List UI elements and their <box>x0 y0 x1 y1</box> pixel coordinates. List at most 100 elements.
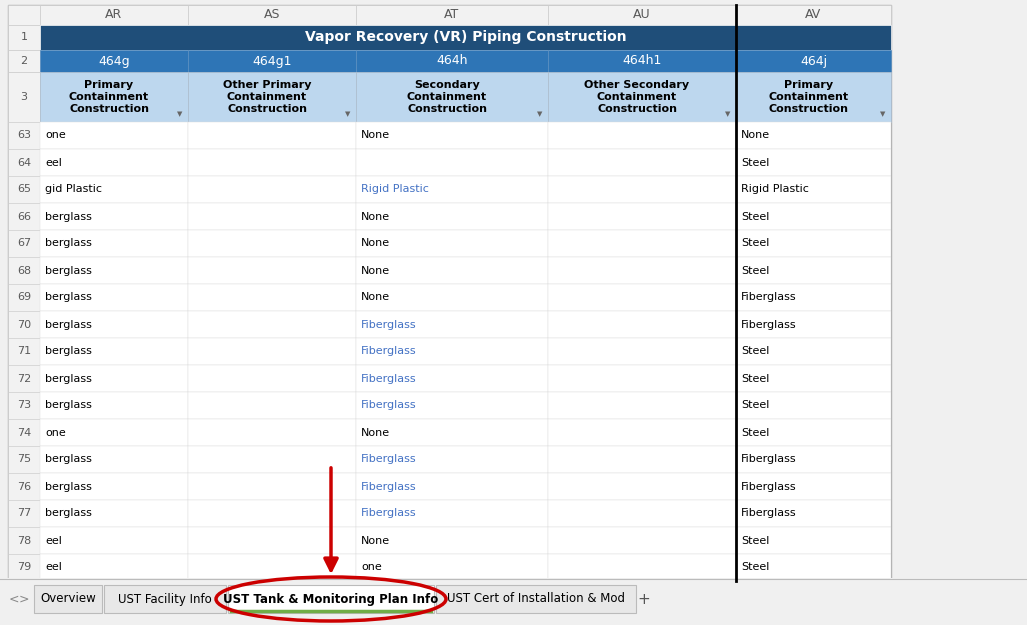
Bar <box>356 50 548 72</box>
Bar <box>40 122 188 149</box>
Text: Steel: Steel <box>741 562 769 572</box>
Bar <box>8 5 891 581</box>
Text: berglass: berglass <box>45 481 91 491</box>
Text: ▼: ▼ <box>345 111 350 117</box>
Text: Other Primary
Containment
Construction: Other Primary Containment Construction <box>223 81 311 114</box>
Bar <box>548 284 736 311</box>
Bar <box>40 338 188 365</box>
Bar <box>188 72 356 122</box>
Text: Secondary
Containment
Construction: Secondary Containment Construction <box>407 81 487 114</box>
Bar <box>548 311 736 338</box>
Bar <box>8 527 40 554</box>
Text: Fiberglass: Fiberglass <box>362 401 417 411</box>
Bar <box>40 419 188 446</box>
Text: berglass: berglass <box>45 401 91 411</box>
Bar <box>8 50 40 72</box>
Bar <box>40 5 188 25</box>
Text: AT: AT <box>445 9 460 21</box>
Bar <box>188 149 356 176</box>
Bar <box>736 230 891 257</box>
Text: AU: AU <box>634 9 651 21</box>
Text: Fiberglass: Fiberglass <box>741 509 797 519</box>
Text: ▼: ▼ <box>178 111 183 117</box>
Bar <box>548 122 736 149</box>
Bar <box>548 473 736 500</box>
Bar <box>40 230 188 257</box>
Text: UST Facility Info: UST Facility Info <box>118 592 212 606</box>
Text: Fiberglass: Fiberglass <box>362 374 417 384</box>
Text: >: > <box>18 592 29 606</box>
Text: Steel: Steel <box>741 536 769 546</box>
Bar <box>0 578 1027 625</box>
Text: 77: 77 <box>16 509 31 519</box>
Bar <box>356 473 548 500</box>
Bar <box>188 446 356 473</box>
Text: AV: AV <box>805 9 822 21</box>
Bar <box>8 230 40 257</box>
Bar <box>548 500 736 527</box>
Bar <box>548 419 736 446</box>
Text: None: None <box>362 428 390 438</box>
Text: 68: 68 <box>16 266 31 276</box>
Text: gid Plastic: gid Plastic <box>45 184 102 194</box>
Text: berglass: berglass <box>45 319 91 329</box>
Text: Fiberglass: Fiberglass <box>741 481 797 491</box>
Text: Steel: Steel <box>741 158 769 168</box>
Text: AR: AR <box>106 9 122 21</box>
Bar <box>356 392 548 419</box>
Text: None: None <box>362 211 390 221</box>
Bar <box>356 122 548 149</box>
Bar <box>40 473 188 500</box>
Bar <box>736 72 891 122</box>
Bar <box>8 257 40 284</box>
Bar <box>436 585 636 613</box>
Text: <: < <box>9 592 20 606</box>
Text: None: None <box>741 131 770 141</box>
Bar <box>736 284 891 311</box>
Bar <box>736 122 891 149</box>
Bar <box>8 203 40 230</box>
Bar <box>548 527 736 554</box>
Text: berglass: berglass <box>45 346 91 356</box>
Text: one: one <box>45 428 66 438</box>
Bar <box>40 392 188 419</box>
Text: eel: eel <box>45 562 62 572</box>
Text: ▼: ▼ <box>880 111 885 117</box>
Text: berglass: berglass <box>45 292 91 302</box>
Bar <box>188 176 356 203</box>
Bar <box>736 554 891 581</box>
Text: Overview: Overview <box>40 592 96 606</box>
Text: berglass: berglass <box>45 374 91 384</box>
Bar <box>548 338 736 365</box>
Bar <box>188 527 356 554</box>
Text: Primary
Containment
Construction: Primary Containment Construction <box>69 81 149 114</box>
Text: 74: 74 <box>16 428 31 438</box>
Bar <box>548 392 736 419</box>
Bar <box>8 500 40 527</box>
Text: 3: 3 <box>21 92 28 102</box>
Bar <box>356 176 548 203</box>
Text: 70: 70 <box>16 319 31 329</box>
Bar <box>8 473 40 500</box>
Text: Rigid Plastic: Rigid Plastic <box>741 184 809 194</box>
Bar <box>188 338 356 365</box>
Text: berglass: berglass <box>45 239 91 249</box>
Text: Steel: Steel <box>741 374 769 384</box>
Bar <box>8 122 40 149</box>
Bar <box>356 419 548 446</box>
Bar <box>736 500 891 527</box>
Text: 79: 79 <box>16 562 31 572</box>
Text: 69: 69 <box>16 292 31 302</box>
Bar <box>40 50 188 72</box>
Text: UST Cert of Installation & Mod: UST Cert of Installation & Mod <box>447 592 625 606</box>
Bar <box>188 500 356 527</box>
Bar <box>8 419 40 446</box>
Bar <box>548 554 736 581</box>
Bar <box>8 446 40 473</box>
Bar <box>188 203 356 230</box>
Bar <box>188 50 356 72</box>
Bar <box>736 311 891 338</box>
Text: None: None <box>362 536 390 546</box>
Text: 1: 1 <box>21 32 28 43</box>
Text: Steel: Steel <box>741 401 769 411</box>
